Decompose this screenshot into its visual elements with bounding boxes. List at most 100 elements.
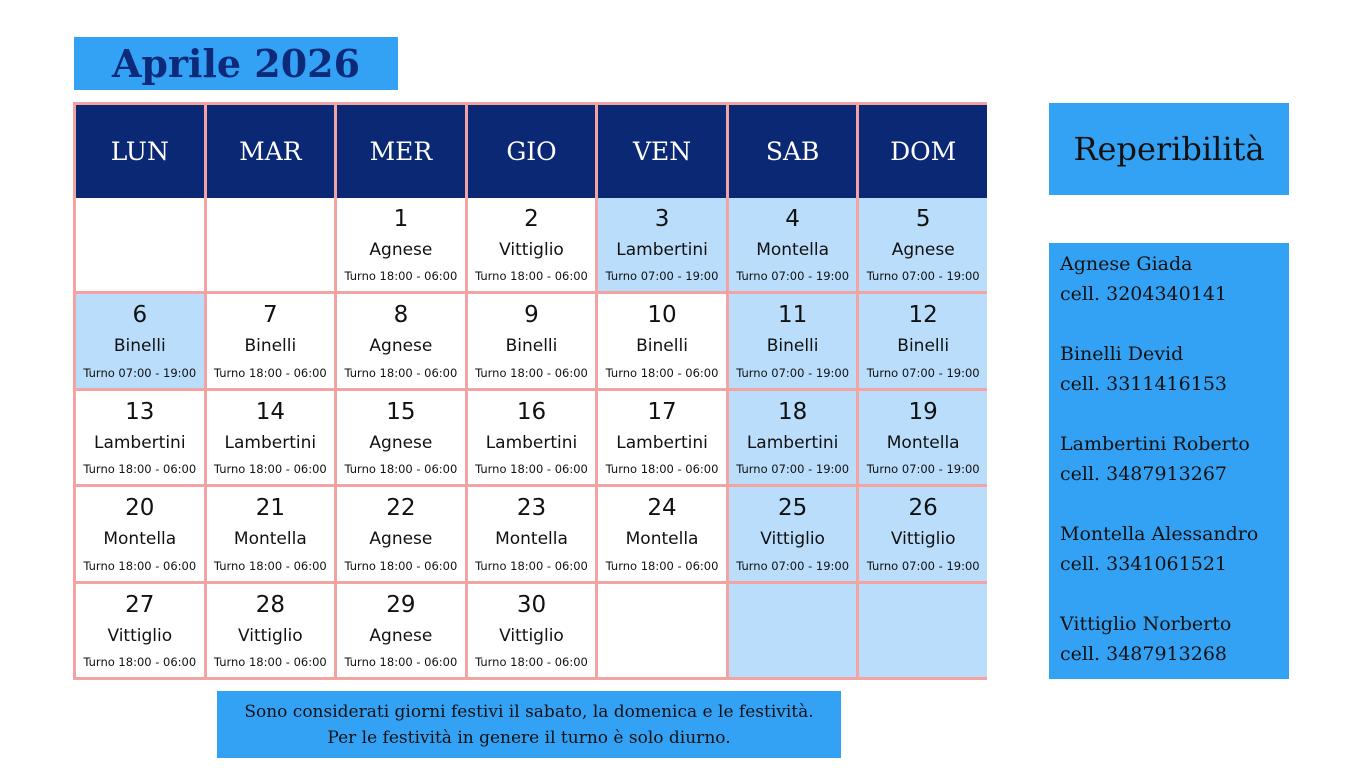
day-cell: 21 Montella Turno 18:00 - 06:00: [206, 487, 335, 581]
day-number: 30: [516, 591, 547, 618]
day-number: 21: [255, 495, 285, 522]
day-cell: 7 Binelli Turno 18:00 - 06:00: [206, 294, 335, 388]
shift: Turno 18:00 - 06:00: [213, 558, 327, 573]
day-number: 29: [386, 591, 416, 618]
day-number: 7: [263, 302, 278, 329]
person-name: Agnese: [369, 529, 433, 550]
person-name: Agnese: [891, 240, 955, 260]
day-number: 16: [516, 398, 547, 425]
shift: Turno 07:00 - 19:00: [83, 365, 197, 380]
person-name: Binelli: [897, 336, 950, 357]
person-name: Binelli: [636, 336, 688, 357]
day-cell: 23 Montella Turno 18:00 - 06:00: [467, 487, 596, 581]
contact-phone: cell. 3487913267: [1060, 463, 1228, 485]
day-cell: 19 Montella Turno 07:00 - 19:00: [859, 390, 987, 485]
shift: Turno 18:00 - 06:00: [83, 558, 197, 573]
day-number: 18: [777, 398, 808, 425]
shift: Turno 18:00 - 06:00: [213, 654, 327, 669]
person-name: Lambertini: [616, 240, 708, 260]
day-number: 15: [386, 398, 416, 425]
person-name: Vittiglio: [499, 240, 564, 260]
day-cell: [859, 583, 987, 677]
day-cell: 24 Montella Turno 18:00 - 06:00: [598, 487, 726, 581]
person-name: Lambertini: [93, 432, 186, 453]
day-number: 27: [125, 591, 155, 618]
shift: Turno 18:00 - 06:00: [344, 654, 458, 669]
day-cell: 9 Binelli Turno 18:00 - 06:00: [467, 294, 596, 388]
person-name: Montella: [103, 529, 177, 550]
day-cell: 16 Lambertini Turno 18:00 - 06:00: [467, 390, 596, 485]
day-cell: [206, 198, 335, 292]
contact: Binelli Devid cell. 3311416153: [1060, 339, 1289, 423]
person-name: Lambertini: [746, 432, 839, 453]
shift: Turno 07:00 - 19:00: [736, 462, 850, 477]
day-cell: [598, 583, 726, 677]
day-number: 12: [908, 302, 938, 329]
shift: Turno 18:00 - 06:00: [344, 269, 458, 284]
day-cell: 20 Montella Turno 18:00 - 06:00: [76, 487, 204, 581]
day-cell: 12 Binelli Turno 07:00 - 19:00: [859, 294, 987, 388]
person-name: Montella: [495, 529, 568, 550]
day-number: 8: [393, 302, 409, 329]
shift: Turno 18:00 - 06:00: [475, 462, 588, 477]
day-number: 13: [125, 398, 155, 425]
day-cell: [728, 583, 857, 677]
shift: Turno 07:00 - 19:00: [866, 558, 980, 573]
contact: Lambertini Roberto cell. 3487913267: [1060, 429, 1289, 513]
weekday-header: VEN: [598, 105, 726, 198]
day-cell: 10 Binelli Turno 18:00 - 06:00: [598, 294, 726, 388]
day-number: 22: [386, 495, 416, 522]
contact-name: Vittiglio Norberto: [1060, 613, 1232, 635]
person-name: Vittiglio: [238, 625, 303, 646]
day-number: 4: [785, 206, 800, 232]
shift: Turno 18:00 - 06:00: [344, 365, 458, 380]
note: Sono considerati giorni festivi il sabat…: [217, 691, 841, 758]
calendar: LUN MAR MER GIO VEN SAB DOM 1 Agnese Turno 18:00 …: [73, 102, 987, 680]
day-number: 10: [647, 302, 677, 329]
day-number: 20: [125, 495, 155, 522]
person-name: Binelli: [505, 336, 558, 357]
day-number: 19: [908, 398, 938, 425]
person-name: Lambertini: [485, 432, 578, 453]
shift: Turno 18:00 - 06:00: [475, 365, 588, 380]
day-cell: 29 Agnese Turno 18:00 - 06:00: [337, 583, 465, 677]
shift: Turno 18:00 - 06:00: [605, 365, 719, 380]
sidebar-title: Reperibilità: [1049, 103, 1289, 195]
note-line: Sono considerati giorni festivi il sabat…: [244, 701, 814, 722]
weekday-header: MAR: [206, 105, 335, 198]
day-number: 3: [654, 206, 670, 232]
shift: Turno 07:00 - 19:00: [736, 558, 850, 573]
shift: Turno 18:00 - 06:00: [605, 558, 719, 573]
contact-name: Agnese Giada: [1060, 253, 1193, 275]
day-number: 14: [255, 398, 285, 425]
person-name: Montella: [886, 432, 960, 453]
shift: Turno 18:00 - 06:00: [475, 269, 588, 284]
person-name: Agnese: [369, 336, 433, 357]
shift: Turno 07:00 - 19:00: [736, 269, 850, 284]
shift: Turno 07:00 - 19:00: [605, 269, 719, 284]
person-name: Binelli: [113, 336, 166, 357]
contact-phone: cell. 3341061521: [1060, 553, 1228, 575]
contact-name: Montella Alessandro: [1060, 523, 1259, 545]
day-cell: 22 Agnese Turno 18:00 - 06:00: [337, 487, 465, 581]
day-number: 23: [516, 495, 547, 522]
note-line: Per le festività in genere il turno è so…: [327, 727, 731, 748]
day-number: 25: [777, 495, 808, 522]
shift: Turno 18:00 - 06:00: [213, 462, 327, 477]
weekday-header: LUN: [76, 105, 204, 198]
day-number: 24: [647, 495, 677, 522]
person-name: Agnese: [369, 625, 433, 646]
day-number: 1: [393, 206, 409, 232]
weekday-header: DOM: [859, 105, 987, 198]
day-cell: [76, 198, 204, 292]
person-name: Binelli: [766, 336, 819, 357]
day-number: 11: [777, 302, 808, 329]
weekday-header: MER: [337, 105, 465, 198]
contact-name: Lambertini Roberto: [1060, 433, 1250, 455]
person-name: Montella: [233, 529, 307, 550]
day-cell: 2 Vittiglio Turno 18:00 - 06:00: [467, 198, 596, 292]
shift: Turno 07:00 - 19:00: [736, 365, 850, 380]
day-number: 17: [647, 398, 677, 425]
contact-name: Binelli Devid: [1060, 343, 1184, 365]
